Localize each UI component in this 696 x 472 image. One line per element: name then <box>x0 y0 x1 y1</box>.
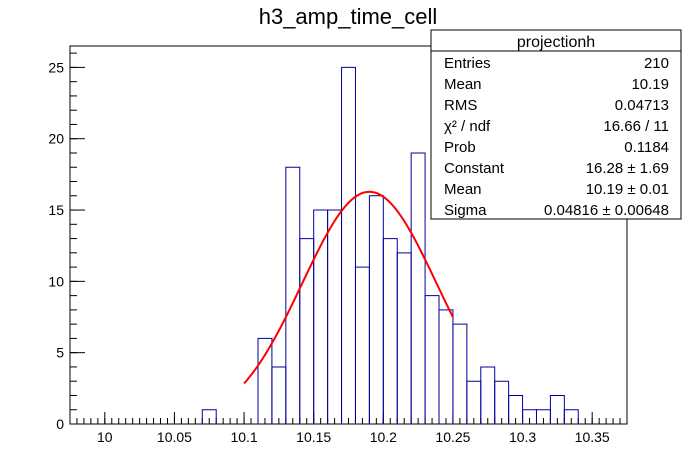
y-tick-label: 5 <box>56 345 64 361</box>
stats-row-value: 0.04713 <box>615 97 669 114</box>
stats-row-value: 16.28 ± 1.69 <box>586 160 669 177</box>
gaussian-fit <box>243 190 454 385</box>
stats-row-label: χ² / ndf <box>444 118 491 135</box>
histogram-bin <box>201 409 217 424</box>
stats-row-label: Entries <box>444 55 491 72</box>
histogram-bin <box>424 295 440 424</box>
y-tick-label: 20 <box>48 131 64 147</box>
histogram-bin <box>271 366 287 424</box>
stats-row-label: Mean <box>444 76 482 93</box>
stats-row-label: Constant <box>444 160 505 177</box>
x-tick-label: 10.25 <box>435 429 470 445</box>
histogram-bin <box>341 66 356 424</box>
fit-curve <box>243 190 454 385</box>
stats-row-value: 10.19 <box>631 76 669 93</box>
stats-row-value: 210 <box>644 55 669 72</box>
histogram-bin <box>327 209 343 424</box>
histogram-bin <box>494 380 510 424</box>
histogram-bin <box>480 366 496 424</box>
histogram-bin <box>410 152 426 424</box>
stats-row-label: Prob <box>444 139 476 156</box>
histogram-bin <box>452 323 468 424</box>
y-tick-label: 25 <box>48 59 64 75</box>
x-tick-label: 10.3 <box>509 429 536 445</box>
histogram-bin <box>257 337 273 424</box>
histogram-bin <box>285 166 301 424</box>
x-tick-label: 10.2 <box>370 429 397 445</box>
chart-title: h3_amp_time_cell <box>259 4 438 29</box>
histogram-bin <box>354 266 370 424</box>
stats-box: projectionh Entries 210 Mean 10.19 RMS 0.04713… <box>430 29 682 220</box>
stats-box-frame <box>430 29 682 220</box>
histogram-bin <box>466 380 482 424</box>
histogram-bin <box>438 309 454 424</box>
stats-row-label: RMS <box>444 97 477 114</box>
histogram-bin <box>382 238 398 424</box>
histogram-bin <box>368 195 384 424</box>
histogram-bin <box>396 252 412 424</box>
histogram-bin <box>299 238 315 424</box>
stats-row-value: 10.19 ± 0.01 <box>586 181 669 198</box>
x-tick-label: 10.15 <box>296 429 331 445</box>
stats-row-value: 16.66 / 11 <box>603 118 669 135</box>
x-tick-label: 10 <box>97 429 113 445</box>
stats-row-value: 0.1184 <box>624 139 669 156</box>
stats-row-value: 0.04816 ± 0.00648 <box>544 202 669 219</box>
axes: 10 10.05 10.1 10.15 10.2 10.25 10.3 10.35 0 5 10 15… <box>48 45 628 445</box>
histogram-bin <box>563 409 579 424</box>
x-tick-label: 10.1 <box>230 429 257 445</box>
x-tick-label: 10.35 <box>575 429 610 445</box>
y-tick-label: 10 <box>48 273 64 289</box>
histogram-bins <box>201 66 579 424</box>
stats-row-label: Mean <box>444 181 482 198</box>
histogram-bin <box>313 209 329 424</box>
stats-row-label: Sigma <box>444 202 487 219</box>
y-tick-label: 0 <box>56 416 64 432</box>
x-tick-label: 10.05 <box>157 429 192 445</box>
stats-box-title: projectionh <box>517 34 595 51</box>
y-tick-label: 15 <box>48 202 64 218</box>
